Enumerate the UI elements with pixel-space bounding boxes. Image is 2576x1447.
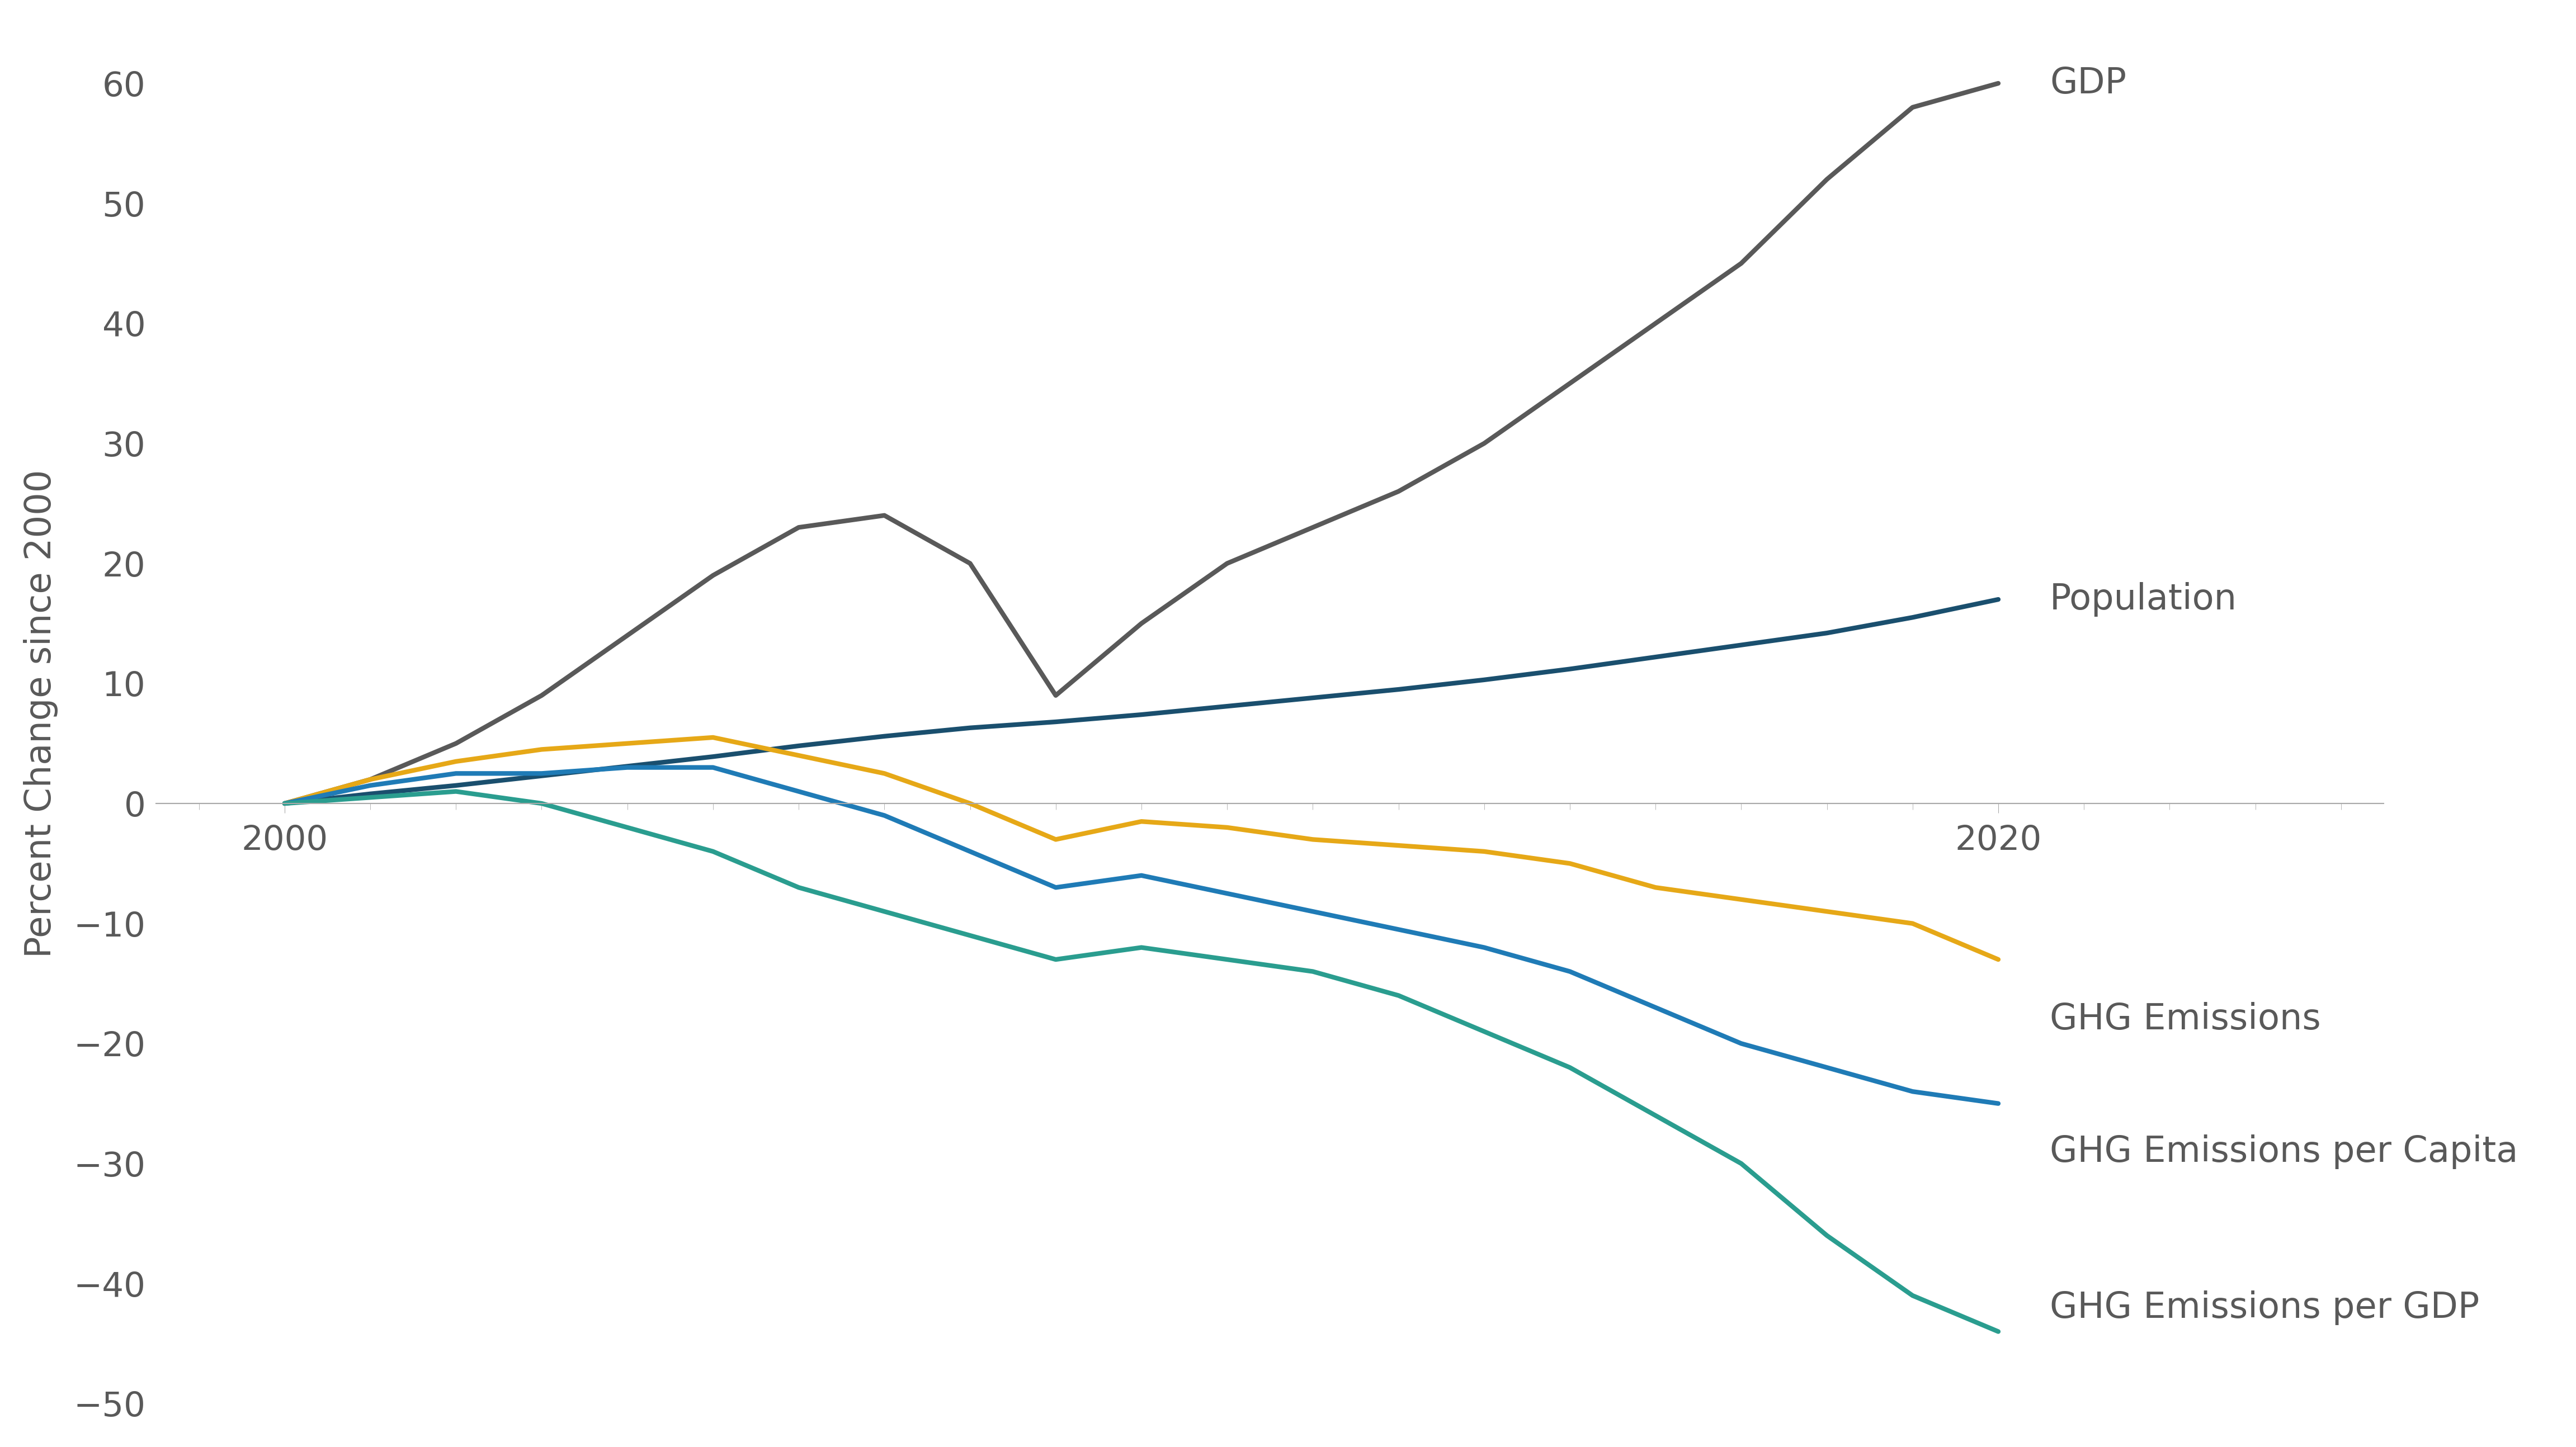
- Y-axis label: Percent Change since 2000: Percent Change since 2000: [23, 469, 59, 958]
- Text: Population: Population: [2050, 582, 2236, 616]
- Text: GHG Emissions per GDP: GHG Emissions per GDP: [2050, 1291, 2478, 1325]
- Text: GHG Emissions per Capita: GHG Emissions per Capita: [2050, 1134, 2517, 1169]
- Text: GHG Emissions: GHG Emissions: [2050, 1003, 2321, 1037]
- Text: GDP: GDP: [2050, 67, 2125, 101]
